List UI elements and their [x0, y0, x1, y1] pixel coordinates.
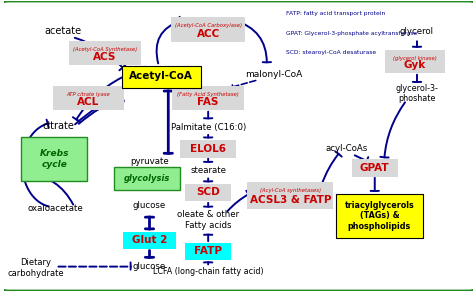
Text: malonyl-CoA: malonyl-CoA — [245, 70, 302, 79]
Text: LCFA (long-chain fatty acid): LCFA (long-chain fatty acid) — [153, 267, 264, 276]
Text: stearate: stearate — [190, 166, 226, 175]
Text: Palmitate (C16:0): Palmitate (C16:0) — [171, 123, 246, 132]
Text: FATP: FATP — [194, 246, 222, 256]
Text: FAS: FAS — [198, 97, 219, 107]
FancyBboxPatch shape — [21, 137, 87, 181]
FancyBboxPatch shape — [172, 86, 244, 110]
FancyBboxPatch shape — [181, 140, 236, 158]
Text: glycerol-3-
phoshate: glycerol-3- phoshate — [396, 84, 438, 103]
Text: ELOL6: ELOL6 — [190, 144, 226, 154]
Text: Gyk: Gyk — [403, 60, 426, 70]
Text: SCD: SCD — [196, 187, 220, 197]
FancyBboxPatch shape — [69, 41, 141, 65]
Text: (glycerol kinase): (glycerol kinase) — [393, 55, 437, 60]
FancyBboxPatch shape — [185, 243, 231, 260]
FancyBboxPatch shape — [122, 66, 201, 88]
Text: ACS: ACS — [93, 52, 117, 62]
Text: GPAT: Glycerol-3-phosphate acyltransferase: GPAT: Glycerol-3-phosphate acyltransfera… — [286, 31, 417, 36]
Text: ATP citrate lyase: ATP citrate lyase — [67, 92, 110, 97]
FancyBboxPatch shape — [384, 51, 445, 73]
Text: glycolysis: glycolysis — [124, 174, 170, 183]
FancyBboxPatch shape — [123, 232, 176, 249]
Text: triacylglycerols
(TAGs) &
phospholipids: triacylglycerols (TAGs) & phospholipids — [345, 201, 414, 231]
Text: ACSL3 & FATP: ACSL3 & FATP — [249, 195, 331, 205]
Text: FATP: fatty acid transport protein: FATP: fatty acid transport protein — [286, 11, 385, 16]
Text: ACC: ACC — [197, 29, 220, 39]
Text: GPAT: GPAT — [360, 163, 390, 173]
FancyBboxPatch shape — [336, 194, 423, 238]
Text: Acetyl-CoA: Acetyl-CoA — [129, 71, 193, 81]
Text: (Acetyl-CoA Carboxylase): (Acetyl-CoA Carboxylase) — [174, 23, 242, 28]
FancyBboxPatch shape — [185, 184, 231, 201]
Text: glucose: glucose — [133, 201, 166, 210]
FancyBboxPatch shape — [171, 17, 245, 42]
Text: Krebs
cycle: Krebs cycle — [39, 150, 69, 169]
Text: Glut 2: Glut 2 — [132, 235, 167, 246]
Text: acetate: acetate — [44, 26, 81, 36]
FancyBboxPatch shape — [114, 167, 180, 190]
Text: oxaloacetate: oxaloacetate — [28, 204, 83, 213]
FancyBboxPatch shape — [53, 86, 124, 110]
FancyBboxPatch shape — [352, 159, 398, 177]
Text: (Acetyl-CoA Synthetase): (Acetyl-CoA Synthetase) — [73, 47, 137, 52]
Text: acyl-CoAs: acyl-CoAs — [326, 145, 368, 153]
Text: citrate: citrate — [42, 121, 74, 131]
Text: glycerol: glycerol — [400, 27, 434, 36]
Text: oleate & other
Fatty acids: oleate & other Fatty acids — [177, 211, 239, 230]
Text: (Acyl-CoA synthetases): (Acyl-CoA synthetases) — [260, 188, 321, 194]
Text: (Fatty Acid Synthetase): (Fatty Acid Synthetase) — [177, 92, 239, 97]
Text: SCD: stearoyl-CoA desaturase: SCD: stearoyl-CoA desaturase — [286, 51, 376, 55]
FancyBboxPatch shape — [247, 182, 333, 209]
Text: ACL: ACL — [77, 97, 100, 107]
Text: Dietary
carbohydrate: Dietary carbohydrate — [8, 258, 64, 278]
Text: glucose: glucose — [133, 262, 166, 271]
Text: pyruvate: pyruvate — [130, 157, 169, 166]
